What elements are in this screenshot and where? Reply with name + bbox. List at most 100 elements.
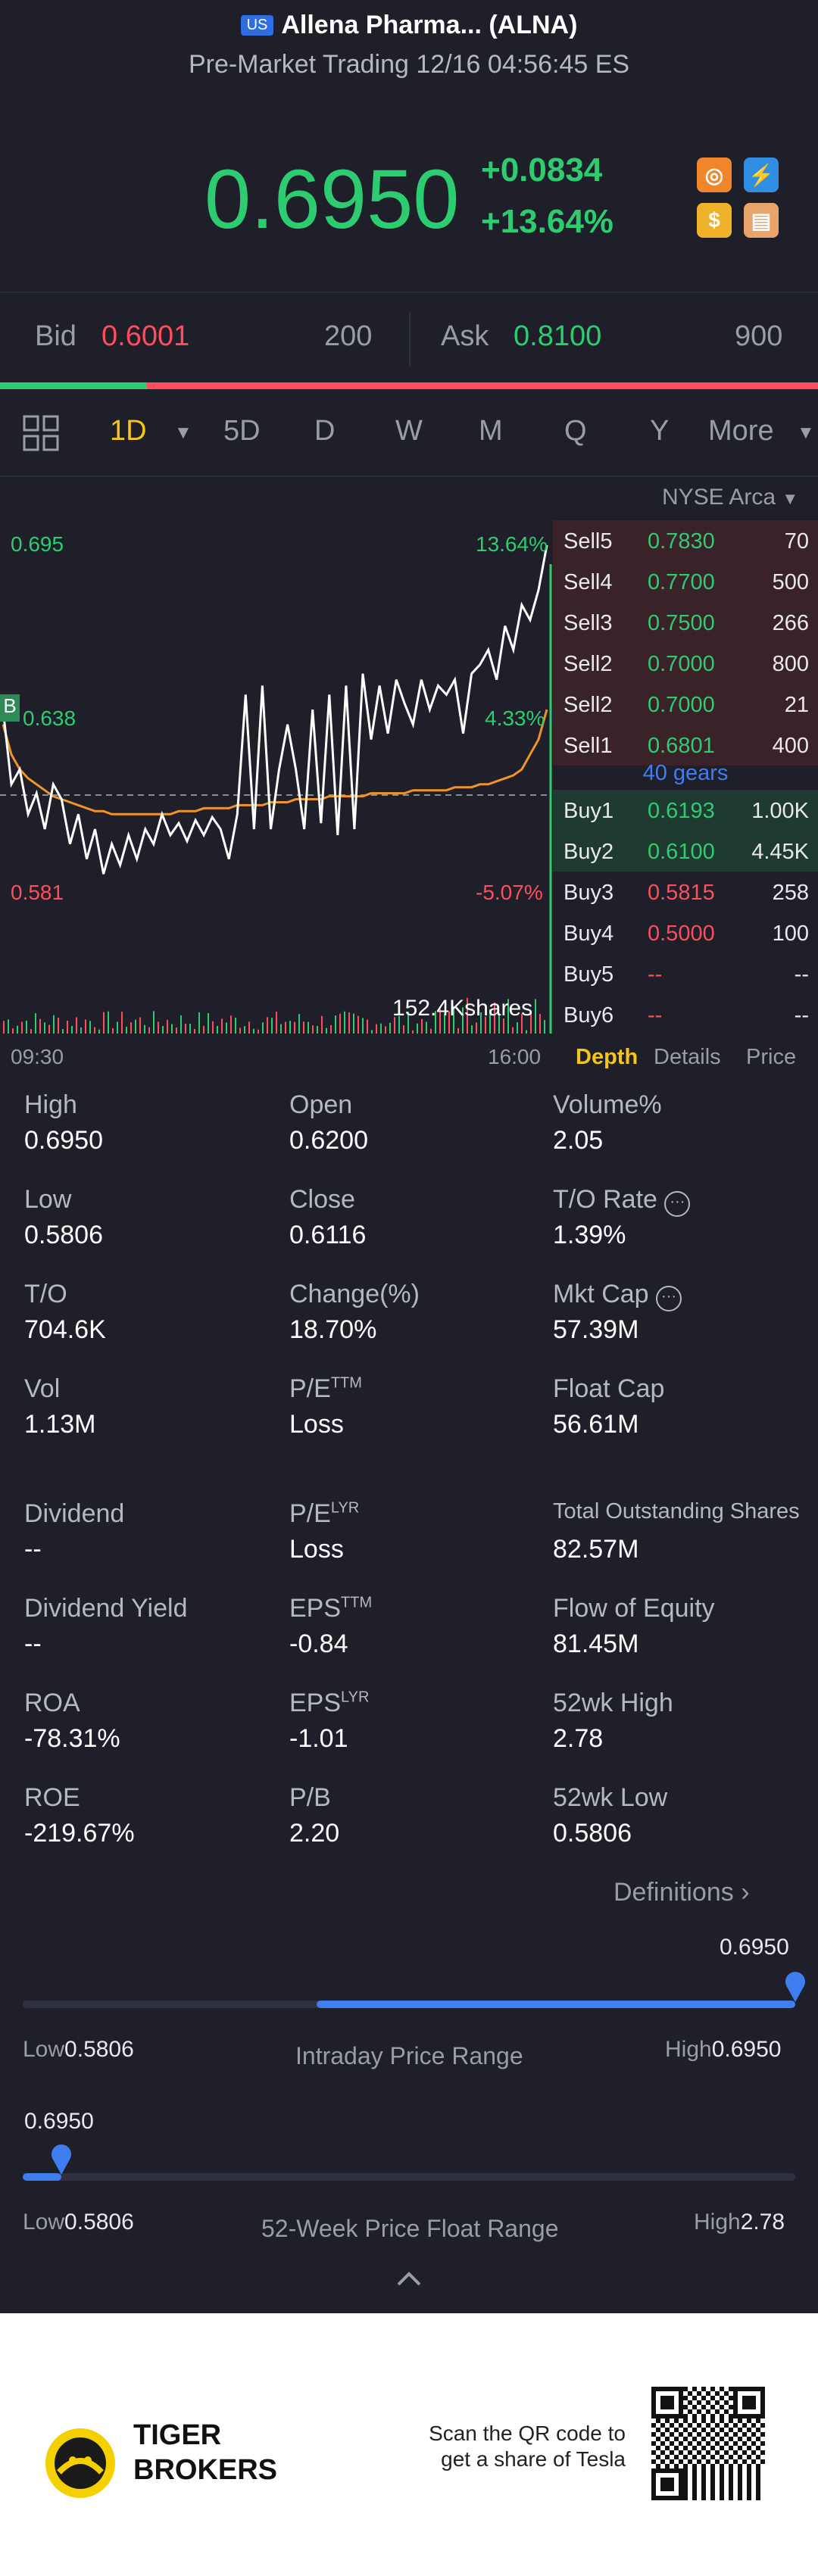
volume-bar [58,1017,59,1034]
qr-module [733,2400,738,2405]
tab-1d[interactable]: 1D [110,415,147,447]
qr-module [756,2419,760,2423]
volume-bar [217,1025,218,1034]
qr-module [724,2450,729,2455]
volume-bar [53,1015,55,1034]
qr-module [706,2441,710,2446]
tab-month[interactable]: M [479,415,503,447]
stat-value: 0.6950 [24,1126,103,1155]
qr-module [710,2496,715,2500]
tab-more[interactable]: More [708,415,774,447]
buy-level-row[interactable]: Buy6 -- -- [553,994,818,1035]
level-size: 266 [772,611,809,635]
volume-bar [357,1015,359,1034]
education-icon[interactable]: ▤ [744,203,779,238]
qr-module [674,2496,679,2500]
tab-day[interactable]: D [314,415,336,447]
qr-module [738,2496,742,2500]
dollar-icon[interactable]: $ [697,203,732,238]
buy-level-row[interactable]: Buy3 0.5815 258 [553,872,818,912]
qr-module [738,2428,742,2432]
sell-level-row[interactable]: Sell3 0.7500 266 [553,602,818,643]
stat-label-text: Total Outstanding Shares [553,1499,800,1523]
definitions-link[interactable]: Definitions › [614,1878,750,1907]
qr-module [720,2487,724,2491]
bid-ask-divider [409,313,411,366]
info-icon[interactable]: ··· [656,1286,682,1311]
qr-module [651,2468,656,2473]
volume-bar [298,1014,300,1034]
stat-label: 52wk Low [553,1783,667,1813]
qr-module [651,2414,656,2419]
ask-label: Ask [441,320,489,352]
volume-bar [480,1012,482,1034]
collapse-chevron-up-icon[interactable] [394,2268,424,2291]
tab-quarter[interactable]: Q [564,415,587,447]
sell-level-row[interactable]: Sell4 0.7700 500 [553,561,818,602]
qr-module [729,2487,733,2491]
week52-high: High2.78 [694,2210,785,2235]
chevron-down-icon[interactable]: ▼ [797,423,815,443]
qr-module [688,2400,692,2405]
gears-count[interactable]: 40 gears [642,761,729,785]
sell-level-row[interactable]: Sell1 0.6801 400 [553,725,818,766]
qr-module [729,2473,733,2478]
qr-module [747,2446,751,2450]
volume-bar [139,1017,141,1034]
tab-depth[interactable]: Depth [576,1045,638,1069]
flash-alert-icon[interactable]: ⚡ [744,157,779,192]
level-size: 400 [772,734,809,758]
qr-module [697,2409,701,2414]
volume-bars [3,997,545,1034]
volume-bar [167,1019,168,1034]
sell-level-row[interactable]: Sell5 0.7830 70 [553,520,818,561]
level-label: Sell5 [564,529,613,554]
tab-week[interactable]: W [395,415,423,447]
sell-level-row[interactable]: Sell2 0.7000 21 [553,684,818,725]
qr-code[interactable] [651,2387,765,2500]
buy-level-row[interactable]: Buy4 0.5000 100 [553,912,818,953]
qr-module [729,2468,733,2473]
qr-module [651,2441,656,2446]
stat-label: EPSLYR [289,1689,369,1718]
options-chain-icon[interactable]: ◎ [697,157,732,192]
tab-5d[interactable]: 5D [223,415,261,447]
buy-level-row[interactable]: Buy1 0.6193 1.00K [553,790,818,831]
volume-bar [371,1030,373,1034]
stat-value: 18.70% [289,1315,377,1344]
info-icon[interactable]: ··· [664,1191,691,1217]
qr-module [720,2482,724,2487]
tab-year[interactable]: Y [650,415,670,447]
qr-module [710,2478,715,2482]
qr-module [706,2450,710,2455]
chevron-down-icon[interactable]: ▼ [174,423,192,443]
volume-bar [308,1021,309,1034]
exchange-selector[interactable]: NYSE Arca ▼ [662,485,798,510]
qr-module [710,2414,715,2419]
volume-bar [280,1024,282,1034]
qr-module [660,2414,665,2419]
level-size: 1.00K [751,799,809,823]
tab-details[interactable]: Details [654,1045,721,1069]
qr-module [656,2428,660,2432]
stat-label: Total Outstanding Shares [553,1499,800,1524]
buy-marker[interactable]: B [0,694,20,722]
volume-bar [462,1007,464,1034]
intraday-chart[interactable]: 0.695 13.64% B 0.638 4.33% 0.581 -5.07% … [0,473,553,1068]
volume-bar [444,1013,445,1034]
qr-module [760,2414,765,2419]
tab-price[interactable]: Price [746,1045,797,1069]
qr-module [692,2491,697,2496]
sell-level-row[interactable]: Sell2 0.7000 800 [553,643,818,684]
buy-level-row[interactable]: Buy2 0.6100 4.45K [553,831,818,872]
buy-level-row[interactable]: Buy5 -- -- [553,953,818,994]
qr-module [720,2464,724,2468]
qr-module [706,2459,710,2464]
stat-value: -78.31% [24,1724,120,1753]
stat-value: 82.57M [553,1535,639,1564]
chart-layout-icon[interactable] [23,415,59,451]
qr-module [679,2450,683,2455]
volume-bar [208,1013,209,1034]
volume-bar [535,999,536,1034]
stat-label-text: T/O [24,1280,67,1308]
